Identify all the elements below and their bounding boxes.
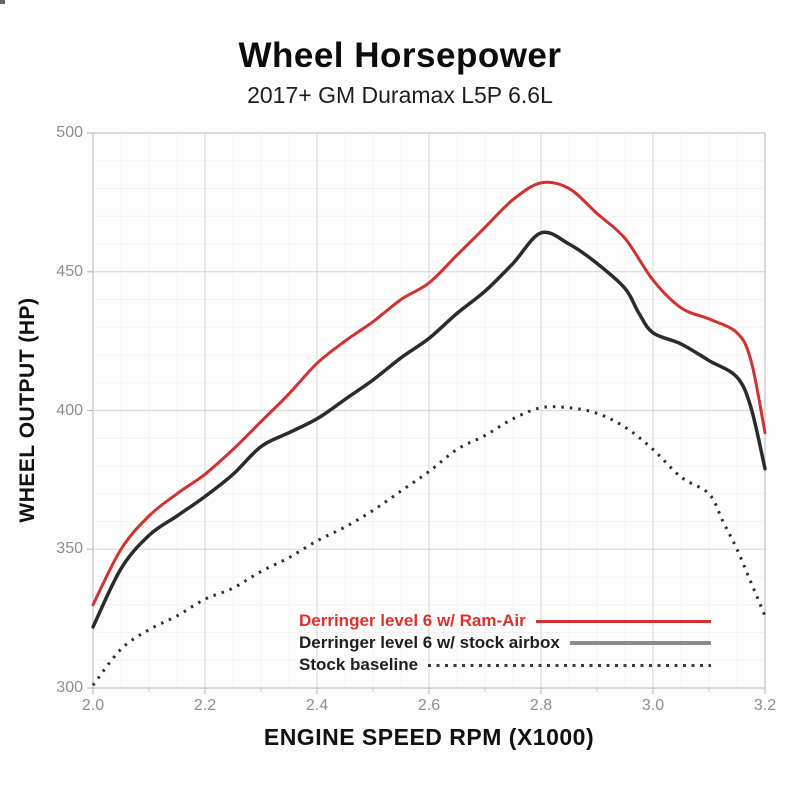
corner-artifact xyxy=(0,0,5,4)
y-tick-label: 450 xyxy=(56,262,83,280)
y-tick-label: 300 xyxy=(56,679,83,696)
chart-subtitle: 2017+ GM Duramax L5P 6.6L xyxy=(247,82,553,108)
x-tick-label: 2.6 xyxy=(417,697,441,714)
legend-line-sample xyxy=(569,641,711,645)
x-tick-label: 2.2 xyxy=(193,697,217,714)
x-tick-label: 3.2 xyxy=(753,697,777,714)
legend-label: Derringer level 6 w/ Ram-Air xyxy=(299,611,526,630)
legend-row-2: Derringer level 6 w/ stock airbox xyxy=(299,632,711,654)
chart-title: Wheel Horsepower xyxy=(238,36,562,75)
series-curve-2 xyxy=(91,230,767,629)
x-tick-label: 2.0 xyxy=(81,697,105,714)
y-tick-label: 500 xyxy=(56,124,83,141)
y-tick-label: 350 xyxy=(56,540,83,558)
series-curve-1 xyxy=(91,180,767,607)
legend-line-sample xyxy=(428,663,711,667)
legend: Derringer level 6 w/ Ram-Air Derringer le… xyxy=(299,610,711,676)
x-axis-title: ENGINE SPEED RPM (X1000) xyxy=(263,724,595,750)
legend-label: Derringer level 6 w/ stock airbox xyxy=(299,633,560,652)
legend-row-3: Stock baseline xyxy=(299,654,711,676)
y-axis-title: WHEEL OUTPUT (HP) xyxy=(16,297,39,523)
legend-row-1: Derringer level 6 w/ Ram-Air xyxy=(299,610,711,632)
x-tick-label: 2.4 xyxy=(305,697,329,714)
y-tick-label: 400 xyxy=(56,401,83,419)
x-tick-label: 2.8 xyxy=(529,697,553,714)
x-tick-label: 3.0 xyxy=(641,697,665,714)
legend-label: Stock baseline xyxy=(299,655,419,674)
legend-line-sample xyxy=(535,619,711,623)
